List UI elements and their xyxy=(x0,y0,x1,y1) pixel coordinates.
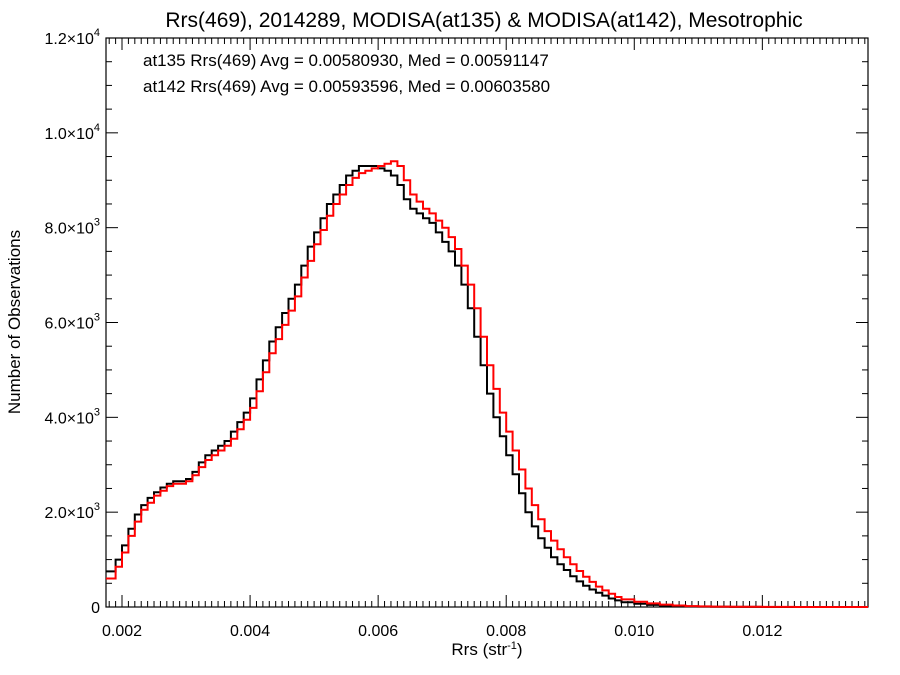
annotation-at135: at135 Rrs(469) Avg = 0.00580930, Med = 0… xyxy=(143,51,549,70)
series-layer xyxy=(106,160,868,608)
y-tick-exponent: 3 xyxy=(94,217,100,229)
x-axis-label-main: Rrs (str xyxy=(451,640,507,659)
y-tick-label: 6.0×103 xyxy=(44,312,100,333)
y-tick-exponent: 3 xyxy=(94,501,100,513)
y-axis-label: Number of Observations xyxy=(5,230,24,414)
y-tick-label: 1.2×104 xyxy=(44,27,100,48)
y-tick-mantissa: 4.0×10 xyxy=(44,410,93,427)
series-at135-line xyxy=(106,165,868,608)
y-tick-label: 8.0×103 xyxy=(44,217,100,238)
series-at142-line xyxy=(106,160,868,608)
y-tick-mantissa: 8.0×10 xyxy=(44,221,93,238)
plot-frame xyxy=(105,37,869,608)
y-tick-mantissa: 2.0×10 xyxy=(44,505,93,522)
x-tick-label: 0.012 xyxy=(742,623,782,640)
y-tick-mantissa: 0 xyxy=(91,600,100,617)
y-tick-mantissa: 1.0×10 xyxy=(44,126,93,143)
x-tick-label: 0.004 xyxy=(230,623,270,640)
y-tick-label: 4.0×103 xyxy=(44,406,100,427)
y-axis: 02.0×1034.0×1036.0×1038.0×1031.0×1041.2×… xyxy=(44,27,868,617)
x-axis: 0.002 0.004 0.006 0.008 0.010 0.012 xyxy=(102,38,866,640)
y-tick-mantissa: 1.2×10 xyxy=(44,31,93,48)
x-tick-label: 0.010 xyxy=(614,623,654,640)
y-tick-exponent: 4 xyxy=(94,27,100,39)
y-tick-label: 0 xyxy=(91,600,100,617)
y-tick-exponent: 3 xyxy=(94,406,100,418)
x-tick-label: 0.002 xyxy=(102,623,142,640)
y-tick-label: 1.0×104 xyxy=(44,122,100,143)
y-tick-exponent: 3 xyxy=(94,312,100,324)
y-tick-label: 2.0×103 xyxy=(44,501,100,522)
y-tick-exponent: 4 xyxy=(94,122,100,134)
x-tick-label: 0.008 xyxy=(486,623,526,640)
x-tick-label: 0.006 xyxy=(358,623,398,640)
x-axis-label-close: ) xyxy=(517,640,523,659)
x-axis-label: Rrs (str-1) xyxy=(451,640,522,659)
y-tick-mantissa: 6.0×10 xyxy=(44,316,93,333)
annotation-at142: at142 Rrs(469) Avg = 0.00593596, Med = 0… xyxy=(143,77,550,96)
x-axis-label-sup: -1 xyxy=(507,640,517,652)
chart-title: Rrs(469), 2014289, MODISA(at135) & MODIS… xyxy=(165,9,802,32)
